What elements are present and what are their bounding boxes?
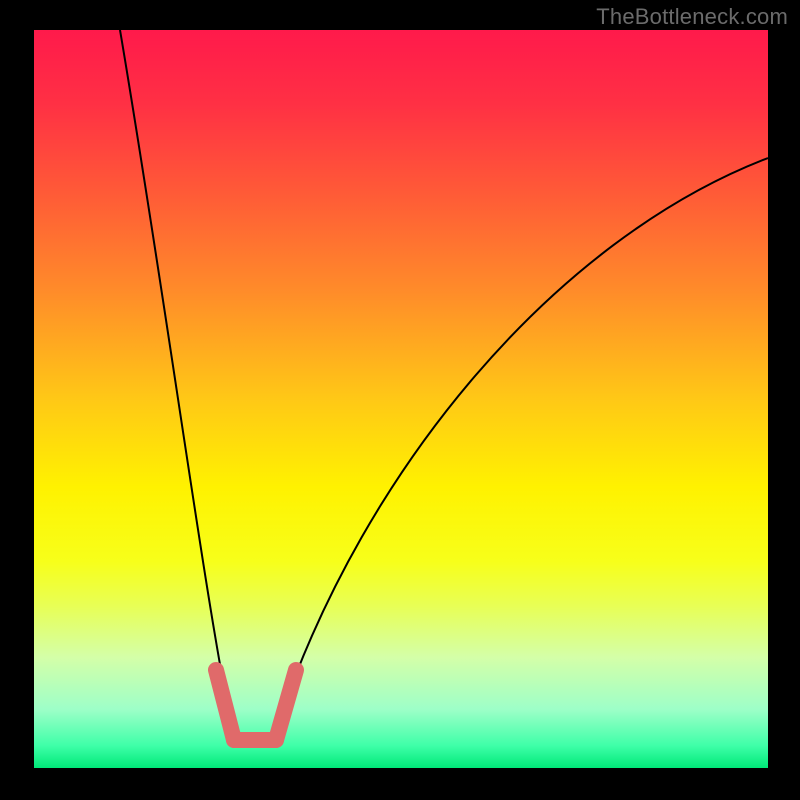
- curve-left: [120, 30, 230, 718]
- watermark-text: TheBottleneck.com: [596, 4, 788, 30]
- plot-area: [34, 30, 768, 768]
- curve-right: [280, 158, 768, 718]
- curve-layer: [34, 30, 768, 768]
- highlight-right: [276, 670, 296, 740]
- highlight-left: [216, 670, 234, 740]
